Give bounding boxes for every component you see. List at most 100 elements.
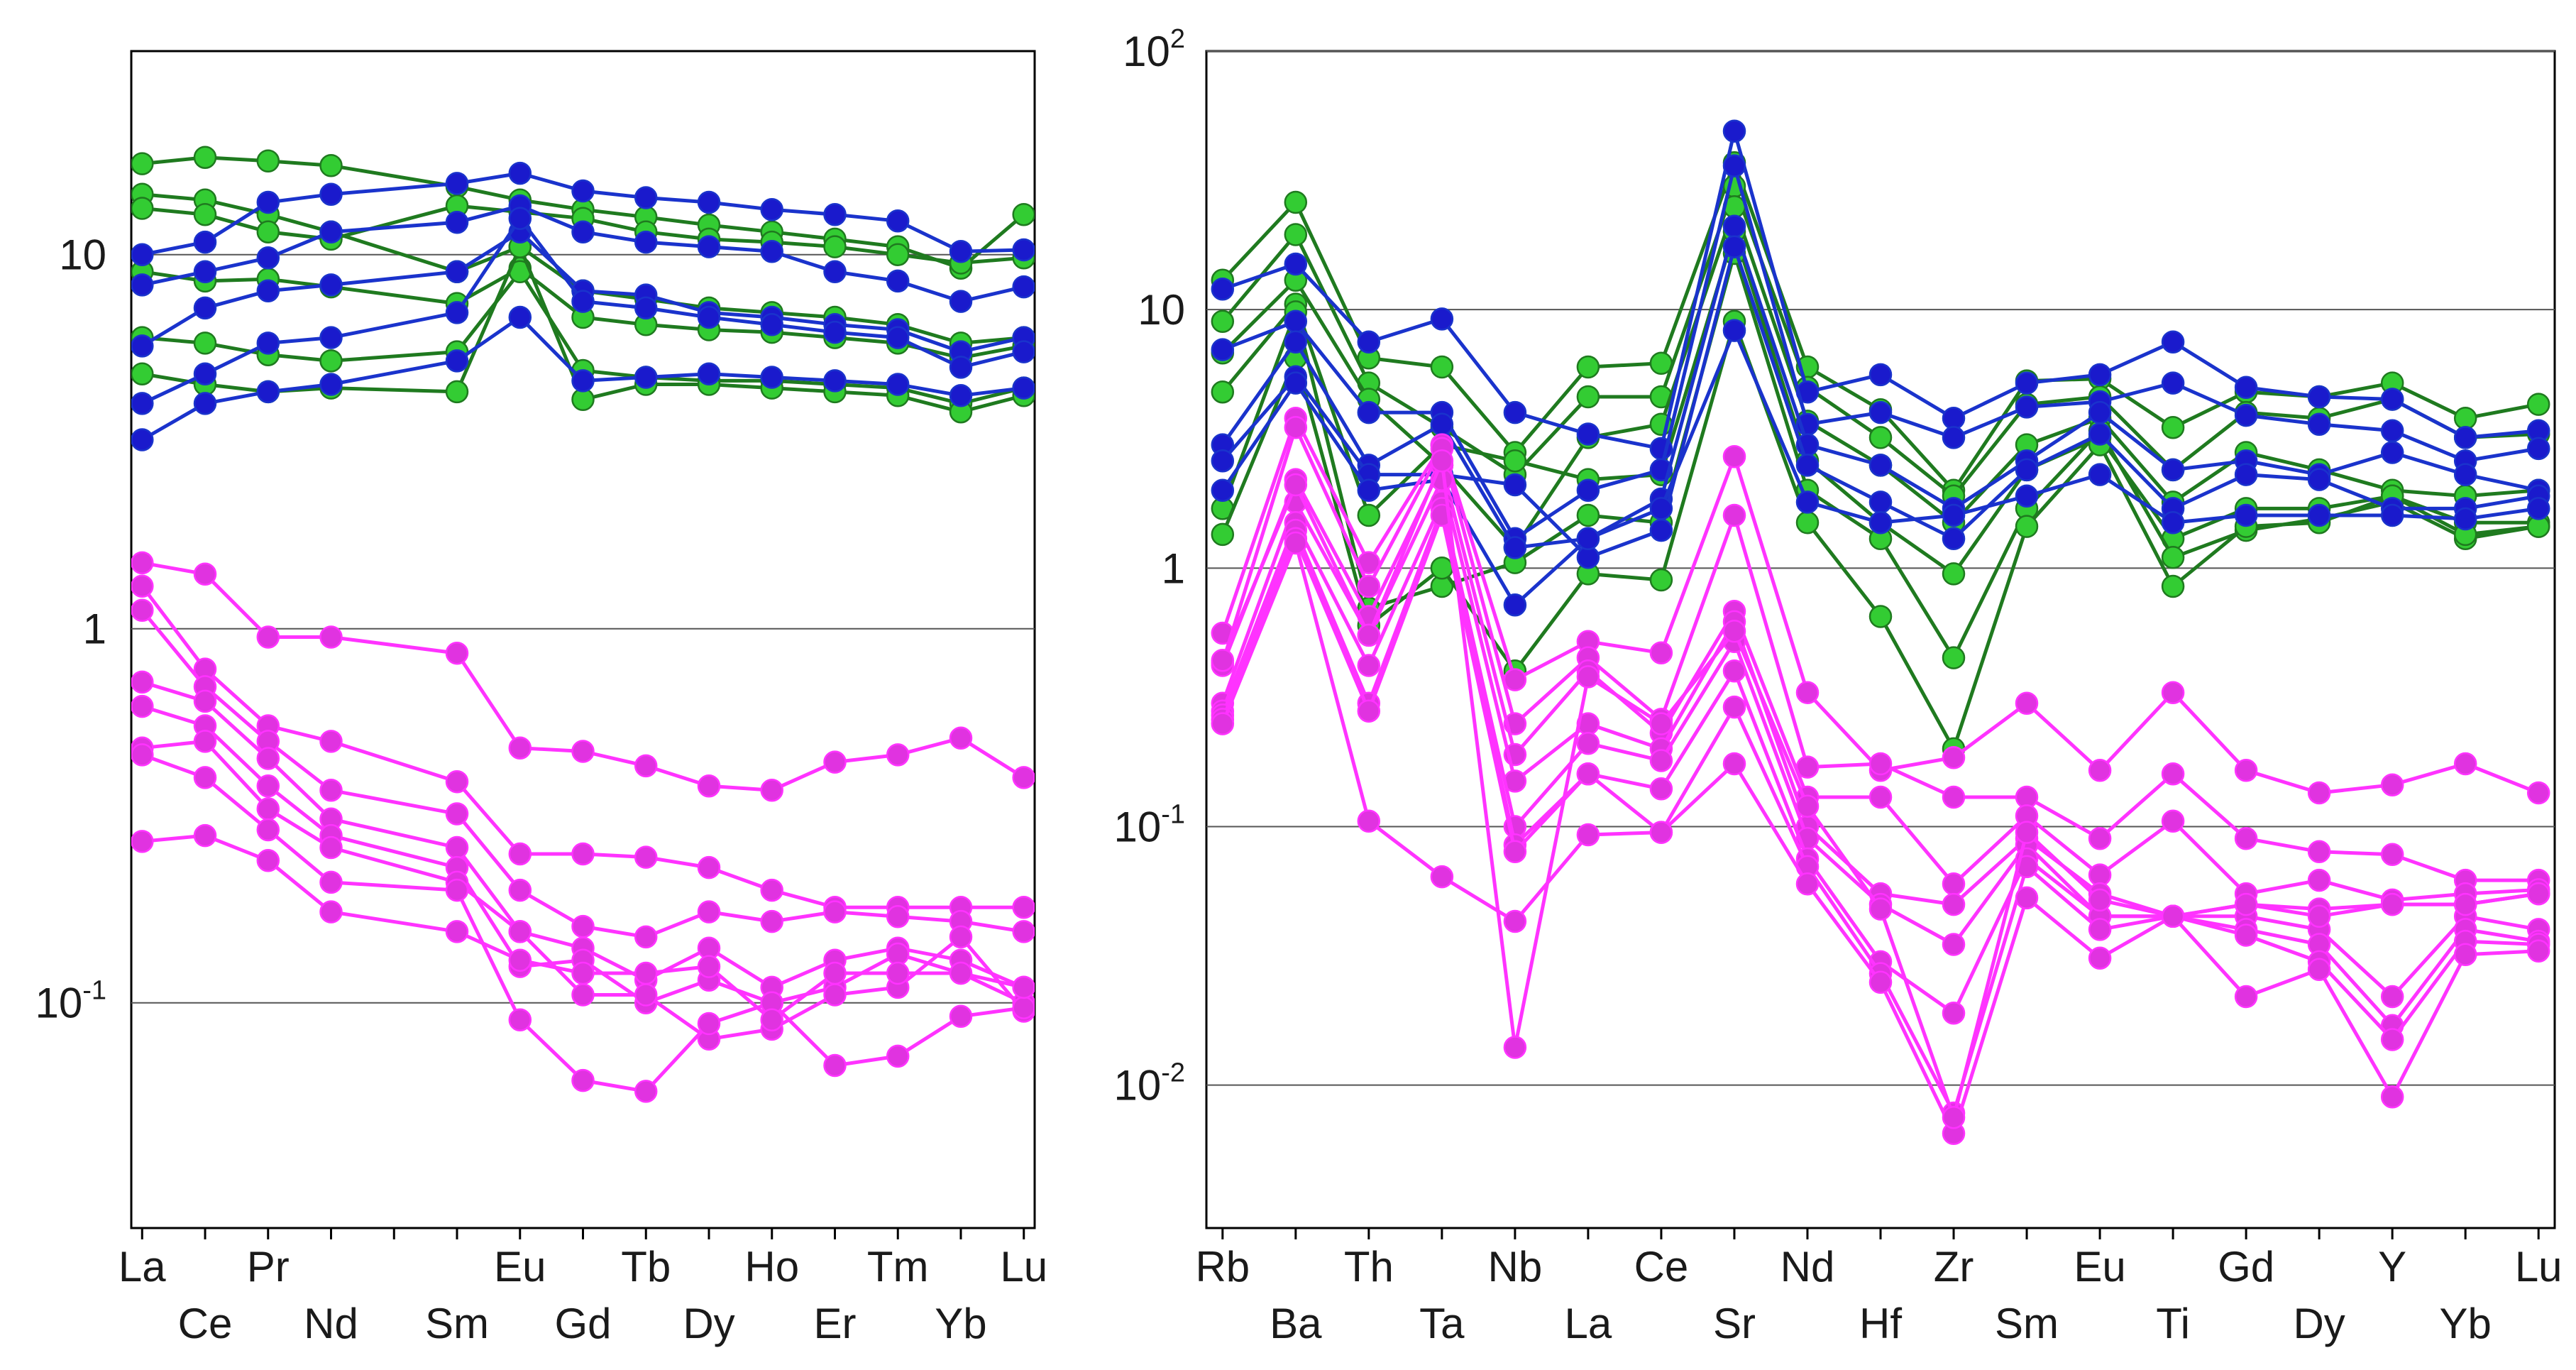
data-point — [319, 373, 343, 396]
x-tick-label: Hf — [1859, 1300, 1902, 1347]
data-point — [319, 154, 343, 177]
data-point — [2234, 503, 2258, 527]
x-tick-label: Dy — [683, 1300, 734, 1347]
data-point — [2453, 892, 2477, 916]
data-point — [1868, 454, 1893, 477]
data-point — [634, 925, 658, 949]
data-point — [1649, 497, 1673, 520]
x-tick-label: Ba — [1270, 1300, 1322, 1347]
data-point — [2161, 371, 2185, 395]
data-point — [2015, 395, 2039, 419]
data-point — [823, 983, 847, 1007]
x-tick-label: Tb — [621, 1243, 671, 1290]
data-point — [2088, 826, 2112, 850]
data-point — [2015, 821, 2039, 844]
series-blue — [131, 194, 1035, 313]
data-point — [1284, 330, 1308, 354]
data-point — [131, 670, 154, 694]
data-point — [1503, 473, 1527, 497]
data-point — [508, 305, 532, 329]
data-point — [2161, 904, 2185, 928]
x-tick-label: Eu — [2074, 1243, 2125, 1290]
data-point — [508, 920, 532, 943]
x-tick-label: Rb — [1195, 1243, 1250, 1290]
series-magenta — [131, 598, 1035, 949]
data-point — [2015, 371, 2039, 395]
data-point — [2453, 943, 2477, 966]
data-point — [2307, 468, 2331, 491]
data-point — [1722, 214, 1746, 239]
x-tick-label: Ce — [1634, 1243, 1689, 1290]
data-point — [1012, 238, 1035, 262]
data-point — [256, 797, 280, 821]
series-blue — [131, 161, 1035, 266]
data-point — [2088, 759, 2112, 782]
data-point — [1649, 777, 1673, 801]
data-point — [2234, 463, 2258, 486]
data-point — [571, 740, 595, 763]
data-point — [193, 766, 217, 789]
data-point — [1430, 355, 1454, 379]
data-point — [2161, 762, 2185, 786]
data-point — [1942, 406, 1966, 430]
data-point — [949, 726, 973, 750]
data-point — [1284, 473, 1308, 497]
data-point — [1868, 605, 1893, 628]
series-layer — [1211, 119, 2550, 1146]
series-magenta — [1211, 449, 2550, 1129]
data-point — [445, 301, 469, 324]
data-point — [1211, 278, 1235, 301]
data-point — [193, 689, 217, 713]
data-point — [1012, 376, 1035, 400]
data-point — [2453, 463, 2477, 486]
data-point — [760, 313, 783, 336]
x-tick-label: Er — [813, 1300, 856, 1347]
data-point — [1211, 522, 1235, 547]
data-point — [1012, 996, 1035, 1019]
data-point — [886, 743, 910, 767]
data-point — [1357, 809, 1381, 833]
y-tick-label: 10-1 — [1113, 800, 1185, 851]
x-tick-label: Ce — [178, 1300, 233, 1347]
data-point — [508, 1008, 532, 1032]
data-point — [634, 296, 658, 320]
data-point — [256, 220, 280, 243]
y-tick-exponent: -1 — [82, 976, 106, 1006]
data-point — [823, 320, 847, 344]
x-tick-label: Gd — [2218, 1243, 2274, 1290]
y-tick-base: 1 — [1162, 544, 1185, 592]
data-point — [445, 878, 469, 902]
data-point — [886, 905, 910, 928]
data-point — [1357, 503, 1381, 527]
data-point — [319, 779, 343, 802]
data-point — [193, 296, 217, 320]
data-point — [886, 269, 910, 293]
data-point — [2380, 985, 2404, 1009]
y-tick-label: 102 — [1123, 24, 1185, 75]
x-tick-label: Nd — [1780, 1243, 1835, 1290]
data-point — [256, 279, 280, 303]
data-point — [2380, 843, 2404, 867]
data-point — [1868, 426, 1893, 449]
x-tick-label: Y — [2378, 1243, 2406, 1290]
data-point — [256, 149, 280, 173]
y-tick-base: 1 — [83, 605, 106, 653]
data-point — [949, 384, 973, 407]
data-point — [949, 290, 973, 313]
data-point — [445, 260, 469, 284]
data-point — [445, 802, 469, 826]
data-point — [2380, 1085, 2404, 1109]
y-tick-label: 10-1 — [35, 976, 106, 1027]
data-point — [131, 243, 154, 266]
data-point — [1284, 309, 1308, 334]
data-point — [445, 835, 469, 860]
data-point — [1722, 444, 1746, 468]
data-point — [131, 362, 154, 385]
data-point — [634, 366, 658, 389]
data-point — [319, 349, 343, 373]
data-point — [193, 331, 217, 355]
data-point — [634, 1080, 658, 1103]
data-point — [2307, 958, 2331, 982]
data-point — [131, 392, 154, 415]
data-point — [1211, 449, 1235, 473]
